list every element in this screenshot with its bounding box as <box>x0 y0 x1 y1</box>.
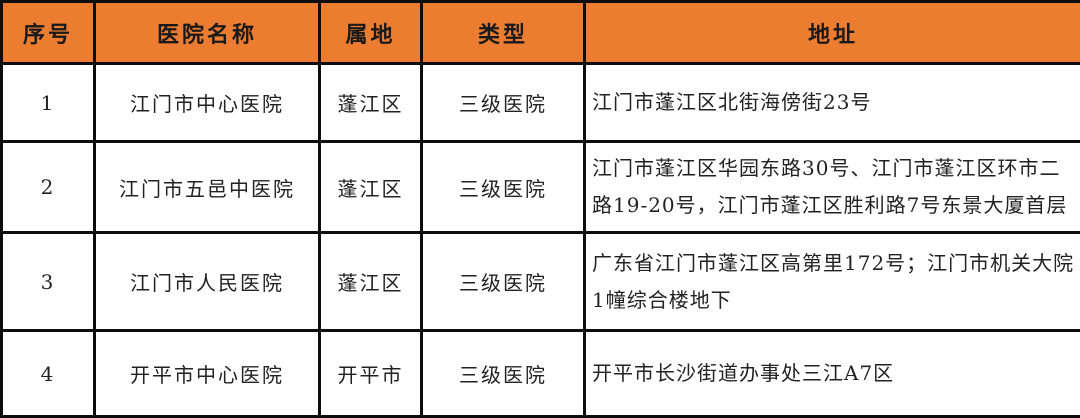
column-header-name: 医院名称 <box>93 0 321 65</box>
cell-hospital-name: 江门市人民医院 <box>93 231 321 333</box>
column-header-region: 属地 <box>318 0 423 65</box>
column-header-index: 序号 <box>0 0 96 65</box>
cell-type: 三级医院 <box>420 329 586 418</box>
cell-type: 三级医院 <box>420 140 586 235</box>
cell-region: 开平市 <box>318 329 423 418</box>
table-row: 1 江门市中心医院 蓬江区 三级医院 江门市蓬江区北街海傍街23号 <box>0 61 1080 144</box>
cell-hospital-name: 江门市五邑中医院 <box>93 140 321 235</box>
cell-index: 4 <box>0 329 96 418</box>
cell-region: 蓬江区 <box>318 61 423 144</box>
cell-region: 蓬江区 <box>318 140 423 235</box>
cell-index: 1 <box>0 61 96 144</box>
cell-hospital-name: 开平市中心医院 <box>93 329 321 418</box>
cell-address: 广东省江门市蓬江区高第里172号；江门市机关大院1幢综合楼地下 <box>583 231 1080 333</box>
table-header: 序号 医院名称 属地 类型 地址 <box>0 0 1080 65</box>
column-header-type: 类型 <box>420 0 586 65</box>
cell-address: 开平市长沙街道办事处三江A7区 <box>583 329 1080 418</box>
cell-region: 蓬江区 <box>318 231 423 333</box>
table-body: 1 江门市中心医院 蓬江区 三级医院 江门市蓬江区北街海傍街23号 2 江门市五… <box>0 61 1080 418</box>
table-row: 3 江门市人民医院 蓬江区 三级医院 广东省江门市蓬江区高第里172号；江门市机… <box>0 231 1080 333</box>
cell-type: 三级医院 <box>420 231 586 333</box>
header-row: 序号 医院名称 属地 类型 地址 <box>0 0 1080 65</box>
cell-address: 江门市蓬江区北街海傍街23号 <box>583 61 1080 144</box>
cell-index: 2 <box>0 140 96 235</box>
cell-address: 江门市蓬江区华园东路30号、江门市蓬江区环市二路19-20号，江门市蓬江区胜利路… <box>583 140 1080 235</box>
cell-hospital-name: 江门市中心医院 <box>93 61 321 144</box>
table-row: 2 江门市五邑中医院 蓬江区 三级医院 江门市蓬江区华园东路30号、江门市蓬江区… <box>0 140 1080 235</box>
table-row: 4 开平市中心医院 开平市 三级医院 开平市长沙街道办事处三江A7区 <box>0 329 1080 418</box>
cell-index: 3 <box>0 231 96 333</box>
cell-type: 三级医院 <box>420 61 586 144</box>
column-header-address: 地址 <box>583 0 1080 65</box>
